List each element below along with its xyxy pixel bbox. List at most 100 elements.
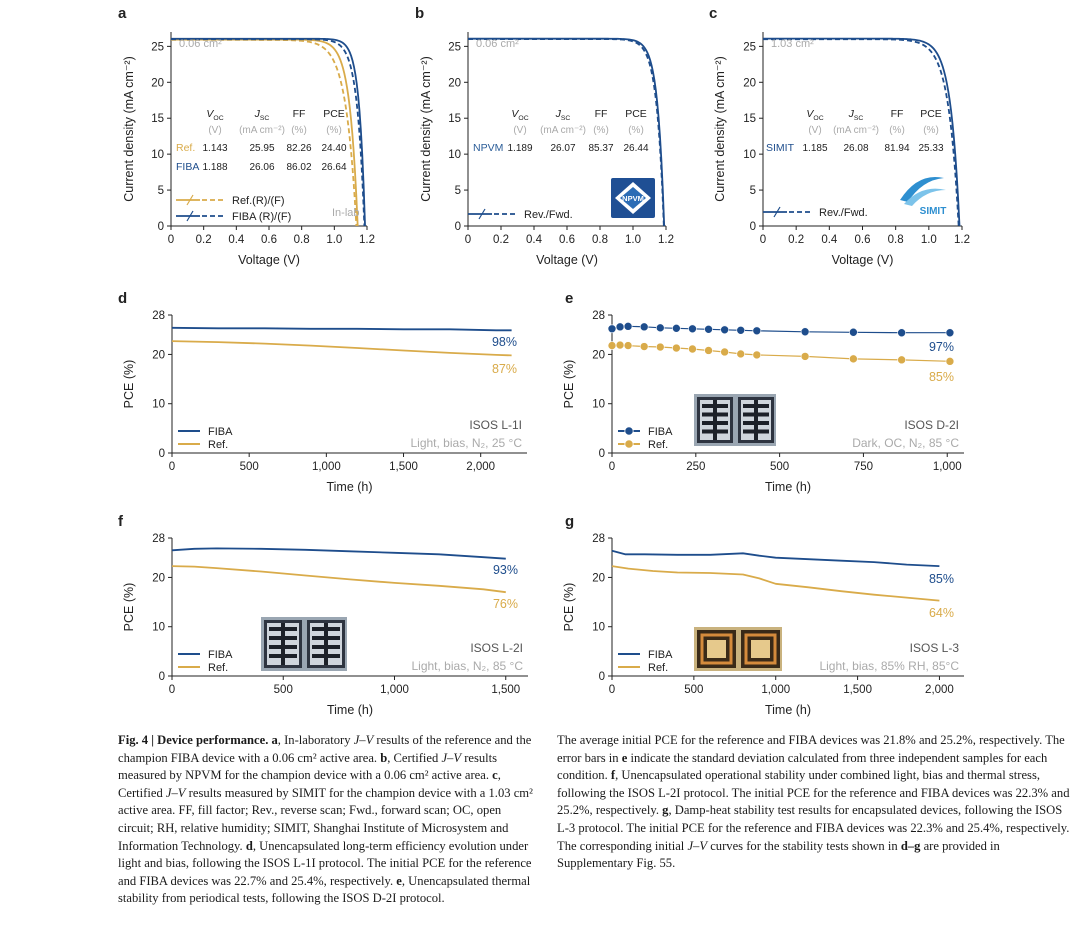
y-tick-label: 10 (592, 622, 605, 634)
panel-f: 0 500 1,000 1,500 0 10 20 28 Time (h) PCE (%) f 93%… (118, 513, 528, 717)
caption-left-text: Fig. 4 | Device performance. a, In-labor… (118, 733, 533, 906)
x-tick-label: 2,000 (925, 684, 954, 696)
y-tick-label: 15 (448, 113, 461, 125)
data-point-fiba (655, 323, 665, 333)
photo-cell (751, 640, 770, 658)
ref-retention: 76% (493, 597, 518, 611)
data-point-ref (736, 349, 746, 359)
table-header-pce: PCE (323, 108, 345, 120)
x-tick-label: 1,000 (761, 684, 790, 696)
panel-letter: b (415, 5, 424, 22)
data-point-fiba (688, 324, 697, 334)
fiba-retention: 97% (929, 340, 954, 354)
y-axis-title: PCE (%) (562, 583, 576, 632)
data-point-ref (704, 346, 713, 355)
table-header-voc: VOC (206, 108, 223, 122)
table-voc: 1.185 (802, 143, 827, 154)
fiba-retention: 85% (929, 572, 954, 586)
x-axis-title: Voltage (V) (238, 253, 300, 267)
x-axis-title: Time (h) (765, 703, 811, 717)
caption-left: Fig. 4 | Device performance. a, In-labor… (118, 732, 536, 908)
y-axis-title: PCE (%) (122, 583, 136, 632)
table-jsc: 26.06 (249, 162, 274, 173)
data-point-fiba (639, 322, 649, 332)
table-unit: (%) (593, 125, 609, 136)
x-tick-label: 500 (770, 461, 789, 473)
panel-g: 0 500 1,000 1,500 2,000 0 10 20 28 Time (h) PCE (%… (562, 513, 964, 717)
caption-right-text: The average initial PCE for the referenc… (557, 733, 1070, 871)
x-tick-label: 2,000 (466, 461, 495, 473)
y-tick-label: 20 (448, 77, 461, 89)
photo-bus (754, 400, 758, 440)
legend-slash (186, 210, 194, 222)
data-point-fiba (897, 328, 906, 338)
y-tick-label: 20 (592, 349, 605, 361)
photo-cell (707, 640, 726, 658)
photo-electrode (700, 633, 733, 665)
data-point-fiba (945, 328, 955, 338)
data-point-ref (720, 347, 729, 357)
legend-label-ref: Ref. (208, 439, 228, 451)
y-tick-label: 10 (448, 149, 461, 161)
photo-bus (281, 623, 285, 665)
y-tick-label: 0 (159, 671, 165, 683)
y-tick-label: 10 (152, 622, 165, 634)
x-tick-label: 1,500 (491, 684, 520, 696)
data-point-ref (639, 342, 649, 351)
panel-d: 0 500 1,000 1,500 2,000 0 10 20 28 Time (h) PCE (%… (118, 290, 527, 494)
panel-letter: d (118, 290, 127, 307)
data-point-ref (945, 357, 955, 366)
y-tick-label: 0 (455, 221, 461, 233)
protocol-label: ISOS L-2I (470, 641, 523, 655)
data-point-fiba (800, 327, 810, 337)
y-tick-label: 10 (152, 399, 165, 411)
y-tick-label: 15 (151, 113, 164, 125)
table-unit: (mA cm⁻²) (540, 125, 586, 136)
table-ff: 86.02 (286, 162, 311, 173)
legend-label: Rev./Fwd. (524, 209, 573, 221)
x-tick-label: 0.6 (855, 234, 871, 246)
data-point-fiba (849, 327, 858, 337)
table-header-ff: FF (293, 108, 306, 120)
photo-electrode (744, 633, 777, 665)
simit-logo-swoosh (900, 176, 944, 202)
legend-label-fiba: FIBA (648, 649, 673, 661)
table-unit: (V) (208, 125, 221, 136)
panel-letter: e (565, 290, 573, 307)
stability-line-ref (611, 565, 940, 602)
legend-slash (186, 194, 194, 206)
x-tick-label: 500 (240, 461, 259, 473)
table-row-label: Ref. (176, 142, 195, 154)
table-unit: (mA cm⁻²) (239, 125, 285, 136)
table-header-jsc: JSC (848, 108, 864, 122)
jv-curve-fiba-f- (171, 38, 366, 227)
legend-slash (478, 208, 486, 220)
data-point-fiba (704, 324, 713, 334)
photo-bus (324, 623, 328, 665)
table-header-ff: FF (891, 108, 904, 120)
table-pce: 24.40 (321, 143, 346, 154)
data-point-fiba (623, 322, 633, 331)
legend-label-fiba: FIBA (208, 426, 233, 438)
y-tick-label: 0 (159, 448, 165, 460)
y-tick-label: 0 (599, 448, 605, 460)
table-pce: 26.64 (321, 162, 346, 173)
table-header-voc: VOC (511, 108, 528, 122)
x-tick-label: 0 (168, 234, 174, 246)
active-area-label: 1.03 cm² (771, 38, 814, 50)
y-tick-label: 28 (592, 310, 605, 322)
simit-logo: SIMIT (900, 176, 946, 217)
table-unit: (V) (513, 125, 526, 136)
y-tick-label: 5 (750, 185, 756, 197)
protocol-label: ISOS L-1I (469, 418, 522, 432)
y-tick-label: 15 (743, 113, 756, 125)
stability-line-fiba (171, 326, 512, 332)
x-tick-label: 1,000 (933, 461, 962, 473)
y-tick-label: 5 (455, 185, 461, 197)
table-row-label: NPVM (473, 142, 503, 154)
active-area-label: 0.06 cm² (476, 38, 519, 50)
x-tick-label: 0 (169, 684, 175, 696)
table-unit: (V) (808, 125, 821, 136)
table-jsc: 25.95 (249, 143, 274, 154)
y-axis-title: Current density (mA cm⁻²) (713, 56, 727, 202)
